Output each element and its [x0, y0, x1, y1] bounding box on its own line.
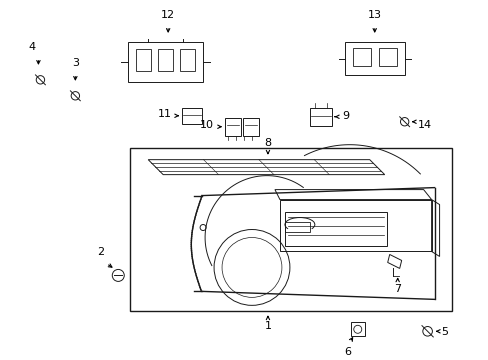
Text: 4: 4 [29, 42, 36, 52]
Bar [128, 42, 203, 82]
Bar [309, 108, 331, 126]
Bar [352, 48, 370, 66]
Text: 14: 14 [417, 120, 431, 130]
Text: 8: 8 [264, 138, 271, 148]
Text: 5: 5 [441, 327, 447, 337]
Text: 12: 12 [161, 10, 175, 20]
Bar [224, 118, 241, 136]
Bar [350, 322, 364, 336]
Bar [285, 221, 309, 231]
Text: 7: 7 [393, 284, 401, 294]
Bar [136, 49, 151, 71]
Bar [243, 118, 259, 136]
Text: 6: 6 [344, 347, 350, 357]
Text: 11: 11 [158, 109, 172, 119]
Text: 13: 13 [367, 10, 381, 20]
Bar [285, 212, 386, 247]
Text: 2: 2 [97, 247, 103, 257]
Bar [279, 199, 431, 252]
Bar [130, 148, 450, 311]
Bar [378, 48, 396, 66]
Text: 1: 1 [264, 321, 271, 331]
Bar [344, 42, 404, 75]
Text: 10: 10 [200, 120, 214, 130]
Text: 3: 3 [72, 58, 79, 68]
Bar [182, 108, 202, 124]
Bar [180, 49, 195, 71]
Text: 9: 9 [341, 111, 348, 121]
Bar [158, 49, 173, 71]
